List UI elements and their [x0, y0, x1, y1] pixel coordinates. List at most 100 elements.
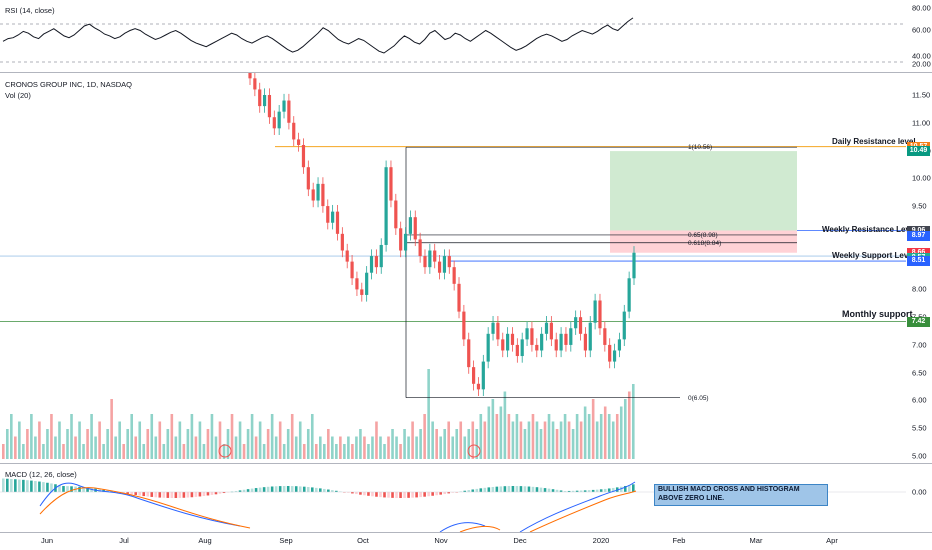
macd-histogram-bar	[62, 486, 65, 492]
volume-bar	[38, 421, 41, 459]
price-axis-label: 5.50	[912, 423, 927, 433]
volume-bar	[487, 406, 491, 459]
macd-histogram-bar	[363, 492, 366, 496]
macd-histogram-bar	[495, 486, 499, 492]
weekly-support-label: Weekly Support Level	[832, 251, 915, 260]
macd-histogram-bar	[134, 492, 138, 496]
volume-bar	[367, 444, 370, 459]
candle	[506, 333, 510, 351]
time-label: Jun	[40, 536, 54, 545]
macd-histogram-bar	[210, 492, 214, 495]
rsi-pane[interactable]: RSI (14, close)	[0, 0, 906, 72]
macd-histogram-bar	[375, 492, 378, 497]
macd-histogram-bar	[567, 490, 571, 492]
volume-bar	[451, 436, 455, 459]
volume-bar	[42, 444, 45, 459]
macd-histogram-bar	[535, 487, 539, 492]
candle	[423, 256, 427, 268]
volume-bar	[475, 429, 479, 459]
volume-bar	[262, 444, 266, 459]
volume-bar	[559, 421, 563, 459]
volume-bar	[399, 444, 402, 459]
macd-histogram-bar	[58, 485, 61, 492]
macd-histogram-bar	[371, 492, 374, 497]
volume-bar	[122, 444, 125, 459]
volume-bar	[527, 421, 531, 459]
macd-histogram-bar	[274, 486, 278, 492]
volume-bar	[383, 444, 386, 459]
volume-bar	[6, 429, 9, 459]
time-label: Apr	[826, 536, 838, 545]
volume-bar	[146, 429, 150, 459]
volume-bar	[503, 391, 507, 459]
volume-bar	[118, 421, 121, 459]
volume-bar	[130, 414, 134, 459]
volume-bar	[110, 399, 113, 459]
macd-histogram-bar	[335, 490, 338, 492]
macd-histogram-bar	[583, 490, 587, 492]
volume-bar	[515, 414, 519, 459]
macd-histogram-bar	[214, 492, 218, 495]
candle	[574, 317, 578, 329]
macd-histogram-bar	[331, 490, 334, 492]
volume-bar	[70, 414, 73, 459]
volume-bar	[547, 414, 551, 459]
volume-bar	[627, 391, 631, 459]
macd-histogram-bar	[539, 487, 543, 492]
target-zone	[610, 151, 797, 231]
candle	[253, 78, 257, 90]
candle	[603, 328, 607, 345]
candle	[311, 189, 315, 201]
candle	[540, 333, 544, 351]
volume-bar	[467, 429, 471, 459]
volume-bar	[58, 421, 61, 459]
candle	[593, 300, 597, 323]
volume-bar	[46, 429, 49, 459]
candle	[501, 339, 505, 351]
candle	[321, 183, 325, 207]
volume-bar	[78, 421, 81, 459]
price-pane[interactable]: CRONOS GROUP INC, 1D, NASDAQ Vol (20) 1(…	[0, 73, 917, 463]
volume-bar	[258, 421, 262, 459]
volume-bar	[306, 429, 310, 459]
macd-histogram-bar	[154, 492, 158, 498]
pane-separator[interactable]	[0, 72, 932, 73]
candle	[335, 211, 340, 234]
volume-bar	[423, 414, 426, 459]
candle	[360, 289, 364, 295]
volume-bar	[407, 436, 410, 459]
macd-histogram-bar	[403, 492, 406, 498]
candle	[578, 317, 583, 334]
macd-histogram-bar	[571, 490, 575, 492]
macd-histogram-bar	[194, 492, 198, 497]
volume-bar	[170, 414, 174, 459]
symbol-title: CRONOS GROUP INC, 1D, NASDAQ	[5, 80, 132, 89]
macd-histogram-bar	[479, 488, 483, 492]
price-axis-label: 11.50	[912, 90, 931, 100]
macd-histogram-bar	[387, 492, 390, 498]
pane-separator[interactable]	[0, 463, 932, 464]
macd-pane[interactable]: MACD (12, 26, close) BULLISH MACD CROSS …	[0, 464, 906, 532]
volume-bar	[266, 429, 270, 459]
macd-histogram-bar	[186, 492, 190, 498]
macd-histogram-bar	[2, 478, 5, 492]
macd-axis-label: 0.00	[912, 487, 927, 497]
volume-bar	[134, 436, 138, 459]
macd-histogram-bar	[619, 486, 623, 492]
candle	[447, 256, 451, 268]
macd-axis: 0.00	[906, 464, 932, 532]
macd-histogram-bar	[158, 492, 162, 498]
macd-histogram-bar	[547, 488, 551, 492]
volume-bar	[158, 421, 162, 459]
volume-bar	[310, 414, 314, 459]
volume-bar	[126, 429, 129, 459]
macd-histogram-bar	[511, 486, 515, 492]
volume-bar	[238, 421, 242, 459]
macd-histogram-bar	[218, 492, 222, 494]
volume-bar	[10, 414, 13, 459]
time-axis[interactable]: Jun Jul Aug Sep Oct Nov Dec 2020 Feb Mar…	[0, 533, 906, 550]
candle	[408, 217, 413, 234]
macd-histogram-bar	[166, 492, 170, 498]
macd-histogram-bar	[463, 490, 467, 492]
volume-bar	[463, 436, 467, 459]
